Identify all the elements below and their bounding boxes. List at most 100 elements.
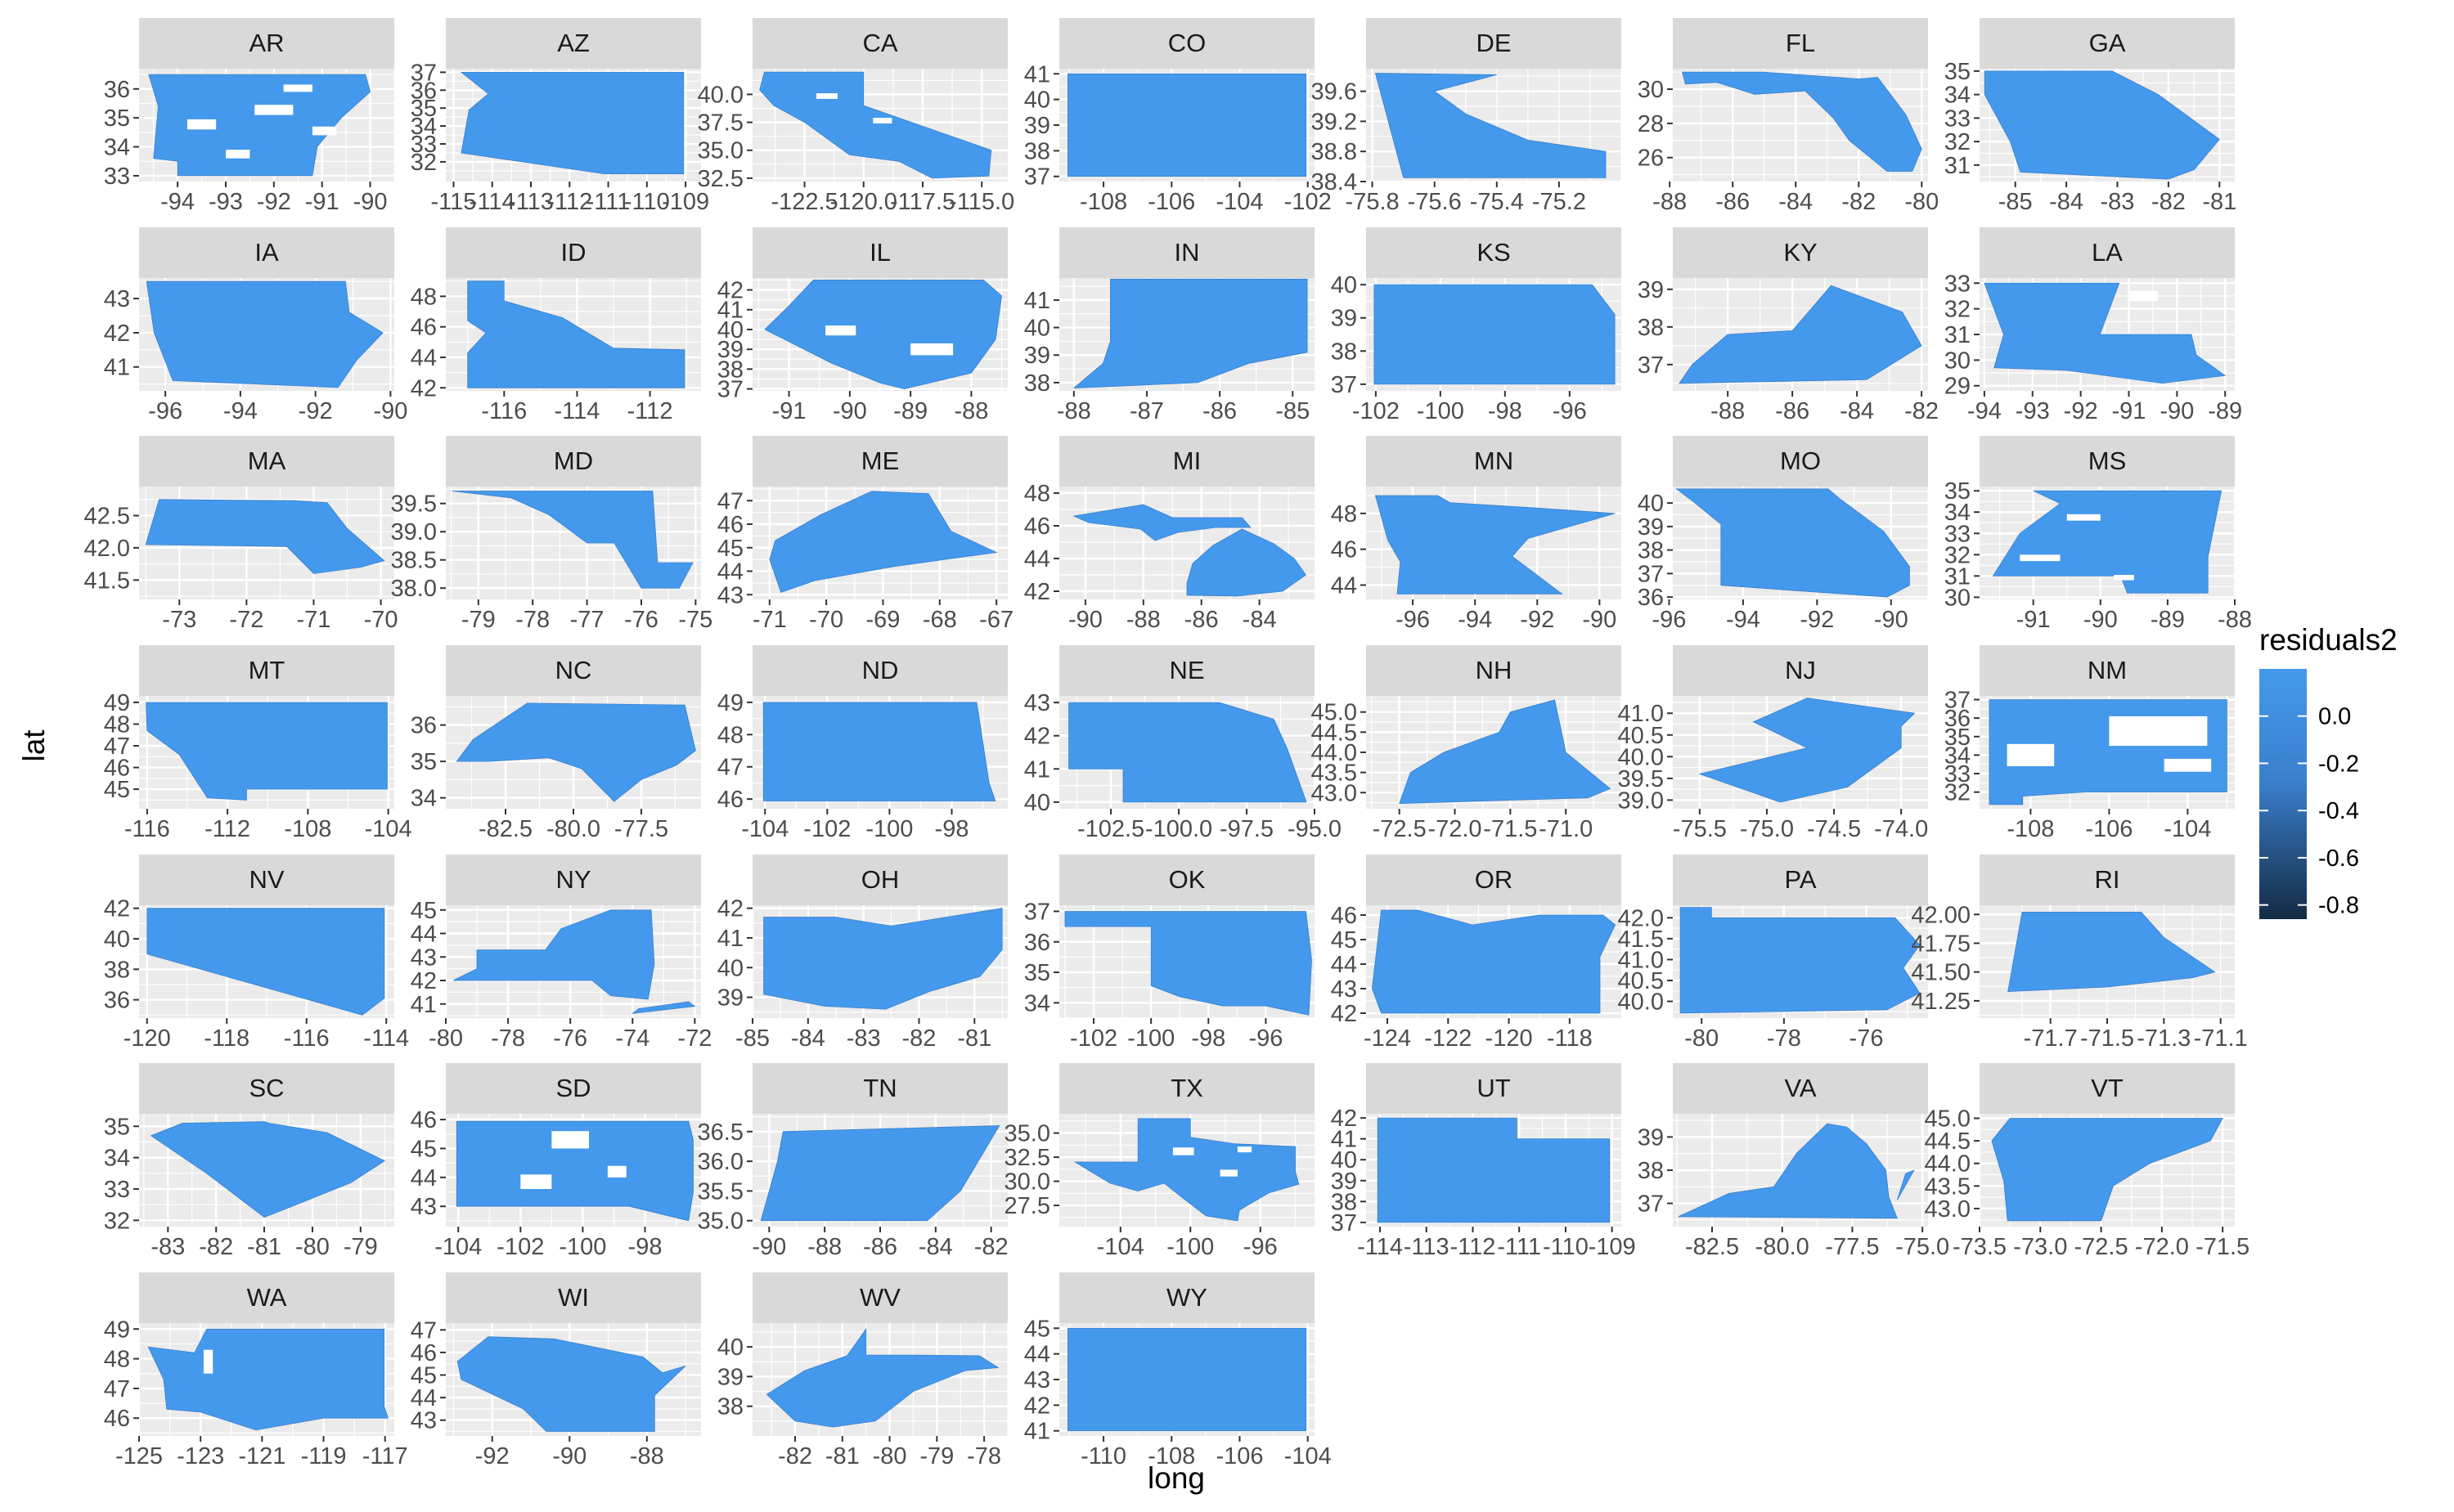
- missing-county: [2007, 743, 2055, 766]
- x-tick-label: -89: [893, 398, 928, 424]
- facet-strip-label: FL: [1786, 29, 1815, 57]
- x-tick-label: -106: [2085, 816, 2133, 842]
- y-tick-label: 41: [717, 298, 744, 324]
- facet-panel-oh: OH -85 -84 -83 -82 -81 39 40 41 42: [717, 855, 1008, 1052]
- x-tick-label: -71.5: [2080, 1025, 2134, 1052]
- y-tick-label: 26: [1638, 146, 1664, 172]
- state-region: [1984, 70, 2220, 180]
- y-tick-label: 36.5: [698, 1119, 744, 1146]
- facet-strip: [753, 855, 1008, 905]
- y-tick-label: 48: [1331, 501, 1357, 527]
- y-tick-label: 45.0: [1925, 1106, 1971, 1133]
- facet-strip: [1366, 227, 1621, 278]
- legend-tick-label: -0.2: [2318, 751, 2359, 777]
- facet-strip: [1059, 1272, 1315, 1323]
- x-tick-label: -100: [865, 816, 913, 842]
- y-tick-label: 32.5: [698, 166, 744, 192]
- y-tick-label: 46: [104, 1406, 130, 1432]
- x-tick-label: -86: [1202, 398, 1237, 424]
- facet-strip: [446, 1272, 701, 1323]
- state-region: [460, 72, 685, 175]
- x-tick-label: -84: [1778, 189, 1813, 215]
- y-tick-label: 36: [104, 77, 130, 103]
- y-tick-label: 38: [1024, 370, 1050, 397]
- legend-tick-label: 0.0: [2318, 704, 2351, 730]
- x-tick-label: -92: [2064, 398, 2098, 424]
- y-tick-label: 41: [1024, 61, 1050, 87]
- x-tick-label: -90: [2083, 607, 2118, 633]
- x-tick-label: -82: [778, 1443, 812, 1469]
- y-tick-label: 40.0: [698, 82, 744, 108]
- y-tick-label: 43: [104, 286, 130, 312]
- x-tick-label: -78: [1767, 1025, 1801, 1052]
- y-tick-label: 44.0: [1311, 740, 1357, 766]
- x-tick-label: -100: [559, 1234, 606, 1260]
- y-tick-label: 46: [1331, 903, 1357, 929]
- x-tick-label: -73.0: [2013, 1234, 2067, 1260]
- state-region: [145, 499, 385, 574]
- y-tick-label: 37: [1638, 352, 1664, 379]
- state-region-part: [631, 1001, 696, 1014]
- facet-strip: [1980, 855, 2235, 905]
- x-tick-label: -85: [1275, 398, 1310, 424]
- facet-strip-label: VA: [1784, 1074, 1816, 1102]
- y-tick-label: 32: [104, 1208, 130, 1234]
- x-tick-label: -108: [2007, 816, 2054, 842]
- state-region: [1374, 73, 1607, 178]
- y-tick-label: 39: [717, 985, 744, 1012]
- state-region: [146, 908, 385, 1016]
- y-tick-label: 43.0: [1311, 780, 1357, 806]
- x-tick-label: -92: [475, 1443, 510, 1469]
- x-tick-label: -84: [919, 1234, 953, 1260]
- y-tick-label: 47: [717, 755, 744, 781]
- missing-county: [816, 93, 838, 99]
- x-tick-label: -90: [833, 398, 867, 424]
- y-tick-label: 35: [104, 105, 130, 132]
- y-tick-label: 42: [717, 896, 744, 922]
- x-tick-label: -80: [1684, 1025, 1719, 1052]
- x-tick-label: -120: [124, 1025, 171, 1052]
- state-region: [1675, 488, 1910, 598]
- x-tick-label: -114: [363, 1025, 409, 1052]
- x-tick-label: -82: [199, 1234, 233, 1260]
- facet-strip-label: UT: [1476, 1074, 1510, 1102]
- y-tick-label: 44: [1024, 546, 1050, 572]
- y-tick-label: 40: [104, 926, 130, 953]
- x-tick-label: -91: [772, 398, 807, 424]
- x-tick-label: -102: [1284, 189, 1332, 215]
- y-tick-label: 38: [1331, 1189, 1357, 1215]
- y-tick-label: 39: [717, 1364, 744, 1390]
- y-tick-label: 42: [1024, 1393, 1050, 1419]
- missing-county: [312, 126, 337, 136]
- x-tick-label: -89: [2151, 607, 2185, 633]
- x-tick-label: -96: [1243, 1234, 1278, 1260]
- facet-strip-label: GA: [2089, 29, 2126, 57]
- facet-strip-label: CA: [862, 29, 897, 57]
- missing-county: [203, 1349, 213, 1374]
- x-tick-label: -72: [677, 1025, 712, 1052]
- facet-strip-label: AR: [249, 29, 284, 57]
- x-tick-label: -96: [1652, 607, 1687, 633]
- y-tick-label: 36.0: [698, 1149, 744, 1175]
- x-tick-label: -108: [1148, 1443, 1195, 1469]
- y-tick-label: 44.5: [1311, 720, 1357, 746]
- y-tick-label: 30: [1638, 77, 1664, 103]
- y-tick-label: 37: [1331, 1210, 1357, 1236]
- x-tick-label: -88: [1126, 607, 1161, 633]
- facet-panel-mi: MI -90 -88 -86 -84 42 44 46 48: [1024, 436, 1315, 633]
- legend-tick-label: -0.4: [2318, 798, 2359, 824]
- x-tick-label: -121: [238, 1443, 285, 1469]
- facet-panel-ca: CA -122.5-120.0-117.5-115.0 32.535.037.540…: [698, 18, 1014, 215]
- facet-strip: [1980, 436, 2235, 487]
- facet-strip: [139, 1063, 394, 1114]
- axes: -71.7 -71.5 -71.3 -71.1 41.25 41.50 41.75 42.00: [1911, 902, 2247, 1052]
- x-tick-label: -71.5: [2196, 1234, 2250, 1260]
- x-tick-label: -77.5: [614, 816, 668, 842]
- axes: -102 -100 -98 -96 34 35 36 37: [1024, 899, 1283, 1052]
- facet-panels: AR-94 -93 -92 -91 -9033343536AZ-115-114-113-…: [84, 18, 2252, 1469]
- x-tick-label: -98: [1488, 398, 1522, 424]
- x-tick-label: -72.0: [2135, 1234, 2189, 1260]
- y-tick-label: 41.50: [1911, 960, 1971, 986]
